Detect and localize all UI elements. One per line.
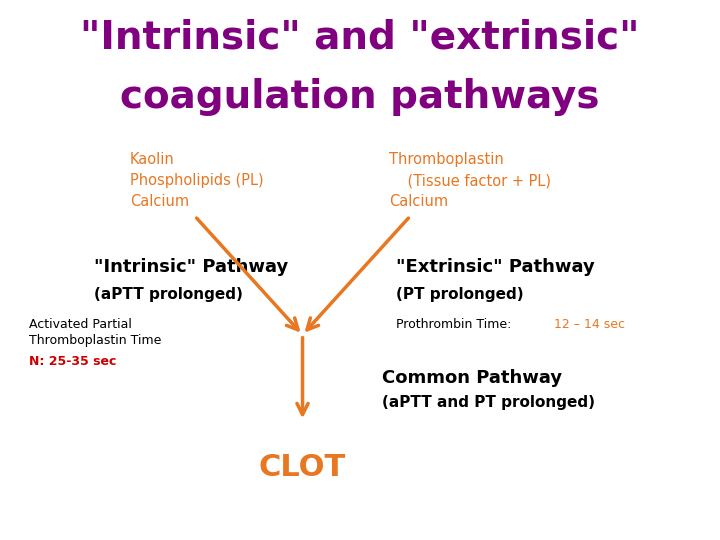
Text: Thromboplastin Time: Thromboplastin Time (30, 334, 162, 347)
Text: (PT prolonged): (PT prolonged) (396, 287, 523, 302)
Text: (aPTT and PT prolonged): (aPTT and PT prolonged) (382, 395, 595, 410)
Text: CLOT: CLOT (259, 453, 346, 482)
Text: Common Pathway: Common Pathway (382, 369, 562, 387)
Text: Thromboplastin
    (Tissue factor + PL)
Calcium: Thromboplastin (Tissue factor + PL) Calc… (389, 152, 551, 210)
Text: Prothrombin Time:: Prothrombin Time: (396, 318, 516, 330)
Text: coagulation pathways: coagulation pathways (120, 78, 600, 116)
Text: Kaolin
Phospholipids (PL)
Calcium: Kaolin Phospholipids (PL) Calcium (130, 152, 264, 210)
Text: 12 – 14 sec: 12 – 14 sec (554, 318, 625, 330)
Text: "Extrinsic" Pathway: "Extrinsic" Pathway (396, 258, 595, 276)
Text: "Intrinsic" and "extrinsic": "Intrinsic" and "extrinsic" (80, 19, 640, 57)
Text: (aPTT prolonged): (aPTT prolonged) (94, 287, 243, 302)
Text: Activated Partial: Activated Partial (30, 318, 132, 330)
Text: N: 25-35 sec: N: 25-35 sec (30, 355, 117, 368)
Text: "Intrinsic" Pathway: "Intrinsic" Pathway (94, 258, 289, 276)
